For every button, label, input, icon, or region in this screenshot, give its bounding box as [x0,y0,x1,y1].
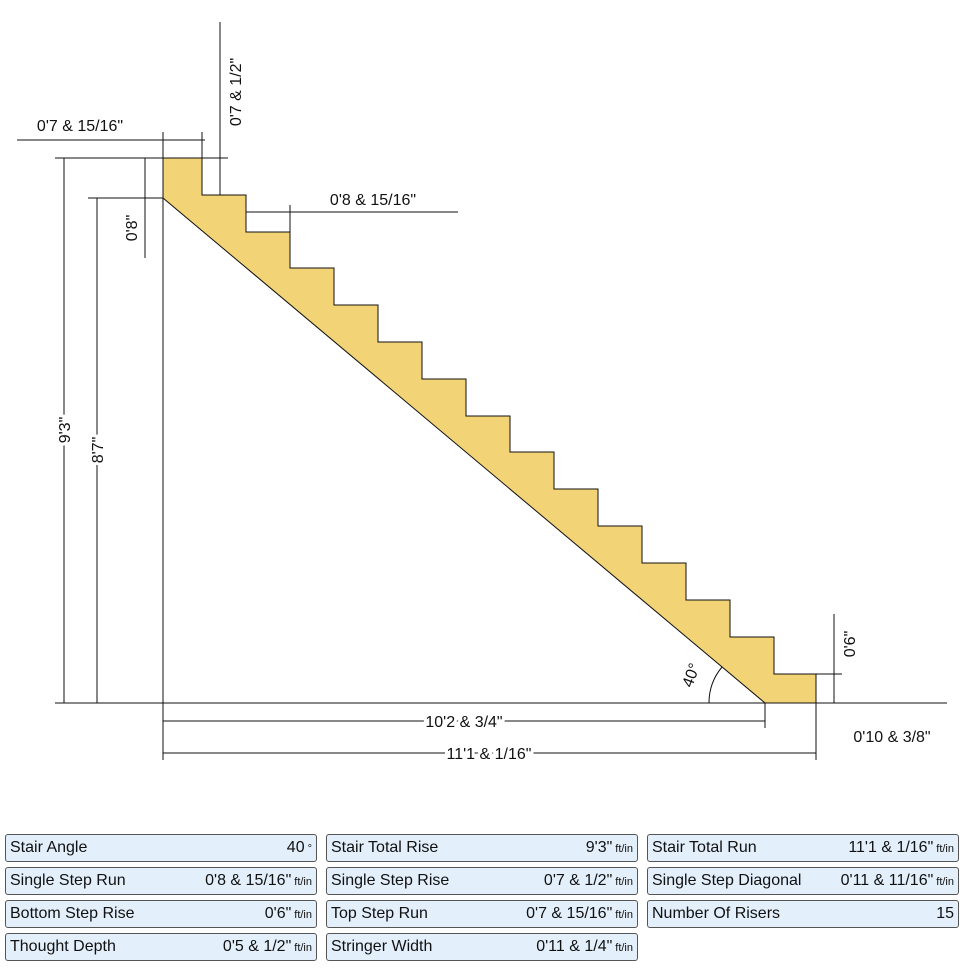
result-unit: ft/in [936,876,954,888]
result-label: Single Step Rise [331,872,450,889]
result-unit: ft/in [615,843,633,855]
result-value-group: 9'3" ft/in [586,839,633,857]
stair-diagram: 0'7 & 15/16" 0'7 & 1/2" 0'8 & 15/16" 0'8… [17,22,947,763]
result-label: Top Step Run [331,905,428,922]
result-value: 0'7 & 15/16" [526,905,613,922]
result-label: Number Of Risers [652,905,781,922]
dimension-lines [17,22,947,760]
dim-label: 0'7 & 1/2" [228,58,245,126]
result-label: Single Step Diagonal [652,872,802,889]
result-cell: Thought Depth 0'5 & 1/2" ft/in [5,933,317,961]
angle-label: 40° [680,661,704,690]
result-label: Stair Total Run [652,839,757,856]
result-label: Stair Total Rise [331,839,439,856]
result-cell: Stair Total Run 11'1 & 1/16" ft/in [647,834,959,862]
result-cell: Stair Total Rise 9'3" ft/in [326,834,638,862]
result-value: 0'11 & 11/16" [840,872,934,889]
result-unit: ft/in [294,876,312,888]
result-label: Thought Depth [10,938,116,955]
result-unit: ft/in [936,843,954,855]
result-cell: Single Step Run 0'8 & 15/16" ft/in [5,867,317,895]
result-label: Stringer Width [331,938,433,955]
result-unit: ° [307,843,312,855]
result-value: 0'11 & 1/4" [536,938,613,955]
result-value: 9'3" [585,839,613,856]
stringer [162,157,817,704]
result-value-group: 15 [936,905,954,923]
dim-label: 0'10 & 3/8" [853,729,930,746]
result-unit: ft/in [294,942,312,954]
result-cell: Number Of Risers 15 [647,900,959,928]
result-value-group: 0'11 & 1/4" ft/in [536,938,633,956]
result-value-group: 0'11 & 11/16" ft/in [841,872,954,890]
dim-label: 0'7 & 15/16" [37,118,123,135]
dim-label: 8'7" [90,437,107,464]
result-unit: ft/in [294,909,312,921]
dim-label: 11'1 & 1/16" [447,746,532,763]
result-value-group: 40 ° [287,839,312,857]
result-cell: Stair Angle 40 ° [5,834,317,862]
result-unit: ft/in [615,942,633,954]
result-label: Bottom Step Rise [10,905,135,922]
result-unit: ft/in [615,876,633,888]
result-value: 0'6" [264,905,292,922]
result-value: 0'8 & 15/16" [205,872,292,889]
result-label: Single Step Run [10,872,126,889]
dim-label: 0'8 & 15/16" [330,192,416,209]
result-value-group: 0'7 & 1/2" ft/in [544,872,633,890]
result-value: 11'1 & 1/16" [848,839,934,856]
result-label: Stair Angle [10,839,88,856]
result-value-group: 0'6" ft/in [265,905,312,923]
result-value-group: 0'8 & 15/16" ft/in [205,872,312,890]
dim-label: 10'2 & 3/4" [425,714,502,731]
result-value-group: 0'7 & 15/16" ft/in [526,905,633,923]
result-cell: Top Step Run 0'7 & 15/16" ft/in [326,900,638,928]
result-cell: Single Step Rise 0'7 & 1/2" ft/in [326,867,638,895]
result-value-group: 0'5 & 1/2" ft/in [223,938,312,956]
result-value-group: 11'1 & 1/16" ft/in [848,839,954,857]
result-value: 15 [936,905,954,922]
result-value: 0'7 & 1/2" [543,872,613,889]
result-value: 40 [286,839,305,856]
dim-label: 0'8" [124,215,141,242]
dim-label: 0'6" [842,631,859,658]
result-unit: ft/in [615,909,633,921]
result-cell: Single Step Diagonal 0'11 & 11/16" ft/in [647,867,959,895]
result-cell: Bottom Step Rise 0'6" ft/in [5,900,317,928]
result-value: 0'5 & 1/2" [222,938,292,955]
result-cell: Stringer Width 0'11 & 1/4" ft/in [326,933,638,961]
dim-label: 9'3" [57,417,74,444]
